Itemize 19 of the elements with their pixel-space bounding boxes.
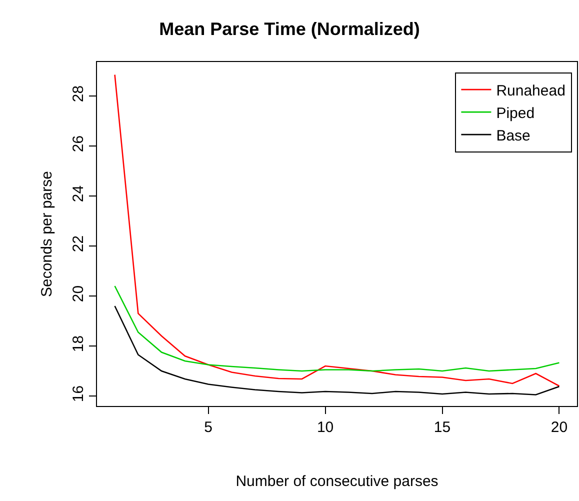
line-series [114,305,560,396]
y-tick-label: 26 [70,135,87,152]
x-tick-label: 5 [204,419,213,436]
legend-label: Piped [496,104,535,122]
y-tick-label: 24 [70,185,87,202]
x-tick-label: 20 [550,419,568,436]
chart-title: Mean Parse Time (Normalized) [159,19,420,40]
y-tick-label: 18 [70,335,87,352]
y-tick-label: 22 [70,235,87,252]
y-tick-label: 16 [70,385,87,402]
legend-label: Runahead [496,82,566,100]
y-tick-label: 28 [70,85,87,102]
line-series [114,285,560,372]
legend-label: Base [496,127,530,144]
x-axis-title: Number of consecutive parses [236,473,438,490]
x-tick-label: 10 [316,419,334,436]
y-tick-label: 20 [70,285,87,302]
y-axis-title: Seconds per parse [38,171,56,297]
x-tick-label: 15 [434,419,451,436]
